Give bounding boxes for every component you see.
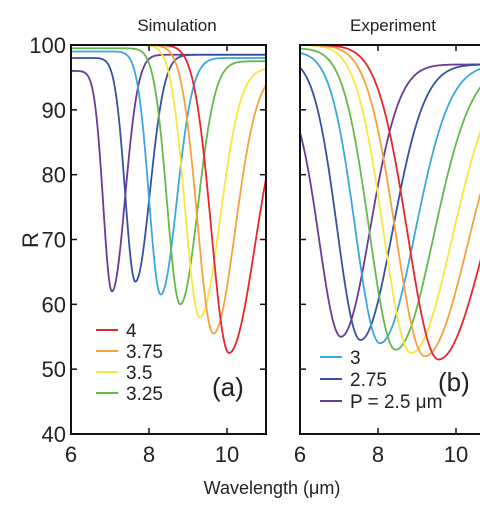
series-line-P3.75 [300,45,480,358]
y-tick-label: 100 [29,33,66,58]
x-tick-label: 10 [215,442,239,467]
series-line-P2.5 [71,53,266,293]
y-tick-label: 50 [42,357,66,382]
axis-ticks: 40 50 60 70 80 90 100 6 8 10 6 8 10 [29,33,468,467]
panel-b-curves [300,45,480,361]
y-tick-label: 70 [42,228,66,253]
series-line-P3.5 [71,45,266,319]
series-line-P3 [71,50,266,296]
panel-a-legend: 43.753.53.25 [96,321,163,405]
panel-a-label: (a) [212,372,244,402]
series-line-P3.5 [300,45,480,354]
legend-label: 3.5 [126,363,152,384]
panel-a-curves [71,45,266,354]
series-line-P3 [300,52,480,345]
legend-label: 2.75 [350,370,387,391]
panel-b-title: Experiment [350,16,436,35]
legend-label: 3.75 [126,342,163,363]
panel-b-label: (b) [438,367,470,397]
x-tick-label: 8 [372,442,384,467]
panel-a-title: Simulation [137,16,216,35]
legend-label: 3.25 [126,384,163,405]
series-line-P4 [71,45,266,354]
series-line-P3.75 [71,45,266,335]
series-line-P2.5 [300,63,480,338]
series-line-P3.25 [300,47,480,351]
y-axis-label: R [18,232,43,248]
x-tick-label: 6 [294,442,306,467]
y-tick-label: 90 [42,98,66,123]
x-tick-label: 10 [444,442,468,467]
y-tick-label: 60 [42,292,66,317]
series-line-P2.75 [300,63,480,341]
series-line-P3.25 [71,47,266,306]
x-axis-label: Wavelength (μm) [204,478,341,498]
legend-label: 3 [350,348,361,369]
legend-label: P = 2.5 μm [350,392,442,413]
x-tick-label: 8 [143,442,155,467]
y-tick-label: 80 [42,163,66,188]
x-tick-label: 6 [65,442,77,467]
y-tick-label: 40 [42,422,66,447]
legend-label: 4 [126,321,137,342]
panel-b-legend: 32.75P = 2.5 μm [320,348,442,413]
